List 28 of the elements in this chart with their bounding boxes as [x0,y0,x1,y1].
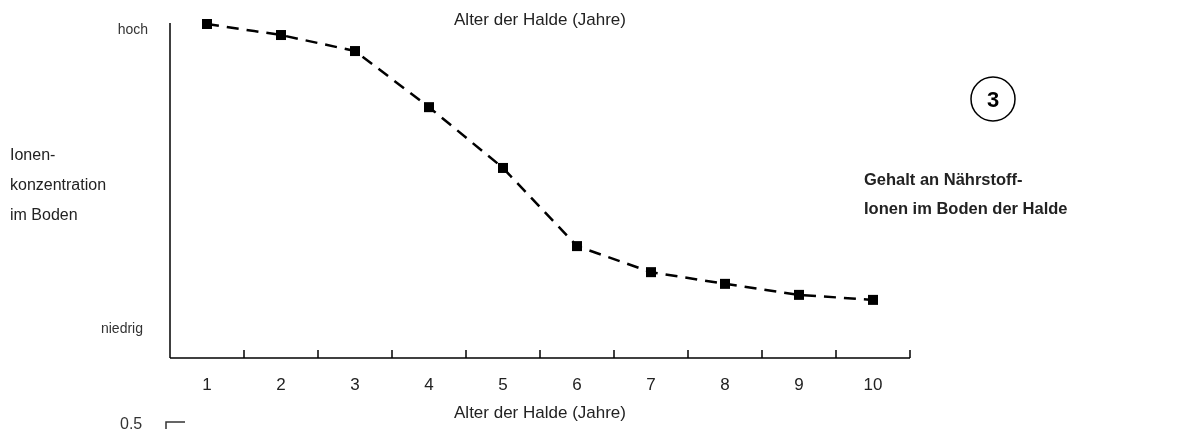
x-tick-label: 2 [276,375,286,394]
point [646,267,656,278]
point [202,19,212,29]
x-tick-label: 8 [720,375,730,394]
text: 3 [986,87,1000,112]
point [572,241,582,252]
point [868,294,878,305]
annotation: Alter der Halde (Jahre) [454,10,626,29]
y-axis-title: Ionen-konzentration im Boden [10,146,107,223]
point [424,102,434,113]
x-axis-title: Alter der Halde (Jahre) [454,403,626,422]
x-tick-label: 7 [646,375,656,394]
x-tick-label: 6 [572,375,582,394]
x-tick-label: 3 [350,375,360,394]
x-tick-label: 10 [863,375,883,394]
text: 0.5 [120,415,143,429]
point [794,289,804,300]
text: niedrig [100,320,143,336]
text: Gehalt an Nährstoff-Ionen im Boden der Halde [864,170,1068,217]
x-tick-label: 4 [424,375,434,394]
point [276,30,286,41]
point [498,162,508,173]
x-tick-label: 5 [498,375,508,394]
point [350,46,360,57]
point [720,278,730,289]
x-tick-label: 1 [202,375,212,394]
x-tick-label: 9 [794,375,804,394]
text: hoch [117,21,148,37]
